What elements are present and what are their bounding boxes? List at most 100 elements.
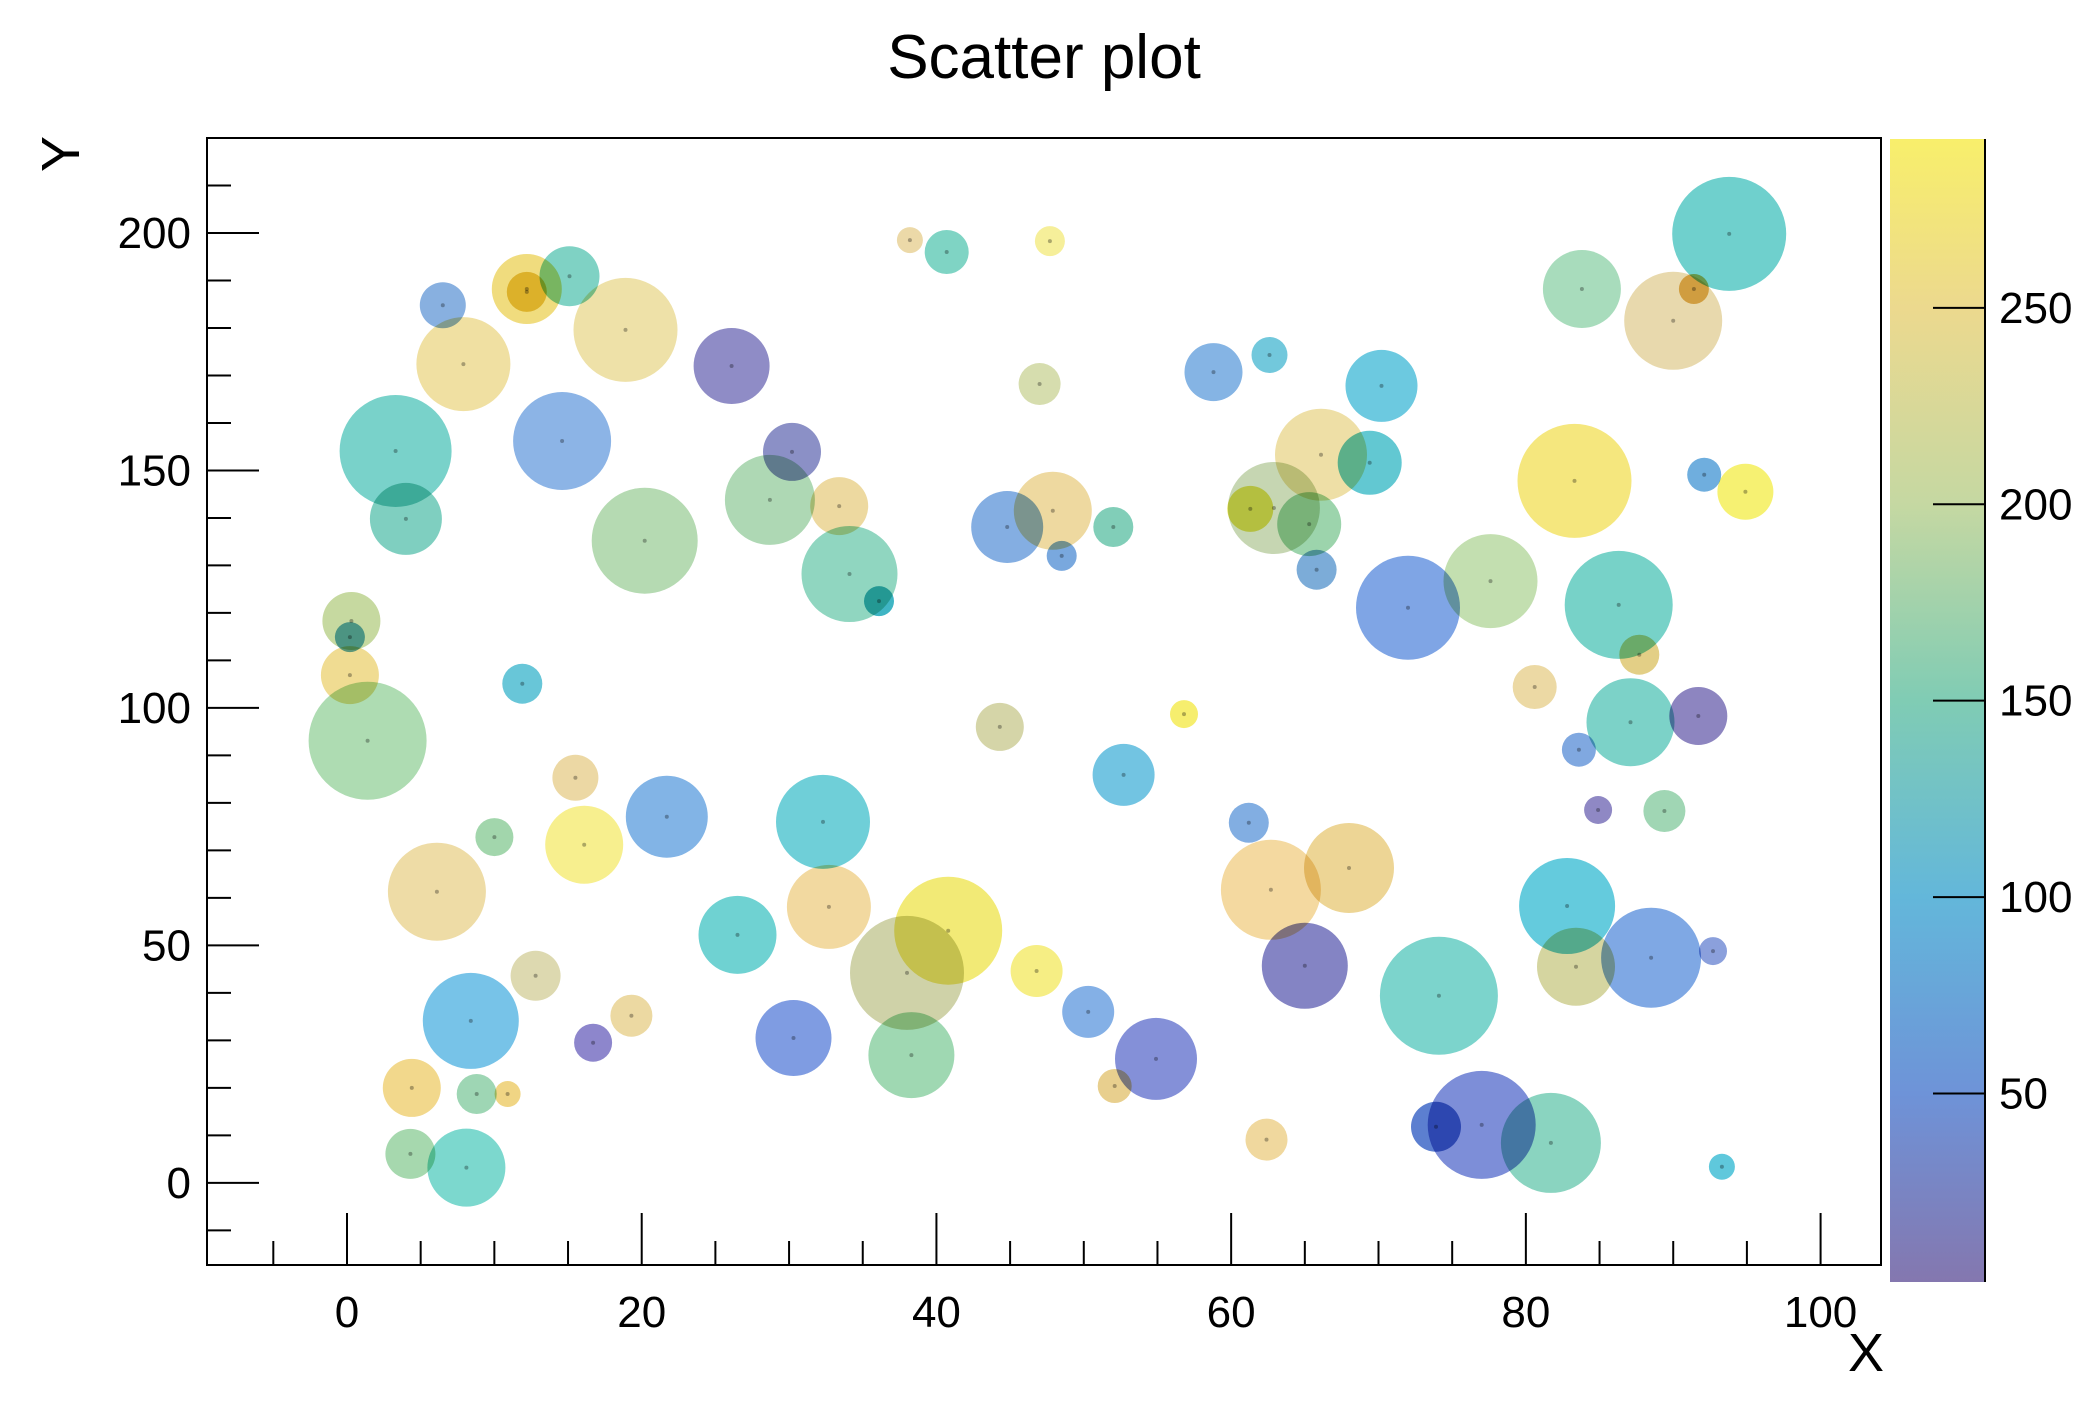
data-point-center-dot	[1727, 231, 1732, 236]
data-point	[1584, 796, 1613, 824]
data-point	[422, 972, 519, 1069]
data-point	[1672, 176, 1787, 291]
data-point	[552, 754, 599, 801]
data-point-center-dot	[393, 449, 398, 453]
data-point-center-dot	[1574, 964, 1578, 969]
data-point-center-dot	[524, 289, 529, 294]
data-point-center-dot	[1037, 382, 1042, 386]
data-point	[1379, 936, 1498, 1055]
data-point-center-dot	[735, 932, 740, 937]
data-point-center-dot	[520, 681, 525, 686]
data-point-center-dot	[1711, 949, 1715, 954]
colorbar-tick-label: 100	[1999, 873, 2072, 922]
data-point	[1115, 1017, 1197, 1100]
data-point	[755, 1000, 832, 1076]
data-point-center-dot	[1319, 452, 1323, 457]
y-axis: 0 50 100 150 200	[118, 137, 259, 1232]
data-point-center-dot	[1719, 1164, 1724, 1169]
data-point-center-dot	[821, 819, 825, 824]
data-point	[502, 663, 543, 704]
data-point	[427, 1128, 506, 1207]
colorbar-gradient	[1890, 139, 1985, 1282]
x-axis: 0 20 40 60 80 100	[272, 1213, 1857, 1337]
data-point-center-dot	[1479, 1122, 1484, 1127]
data-point-center-dot	[790, 449, 794, 454]
data-point-center-dot	[1367, 460, 1372, 465]
data-point	[1669, 687, 1728, 745]
data-point	[1542, 250, 1621, 328]
data-point	[1170, 700, 1198, 729]
data-point-center-dot	[461, 362, 466, 367]
colorbar-tick-label: 250	[1999, 284, 2072, 333]
data-point	[1500, 1092, 1601, 1193]
data-point	[1443, 534, 1538, 629]
data-point-center-dot	[1267, 353, 1272, 357]
data-point	[339, 395, 452, 507]
data-point	[573, 277, 678, 382]
data-point-center-dot	[909, 1053, 914, 1058]
data-point	[1601, 907, 1702, 1008]
data-point	[1010, 945, 1063, 997]
y-axis-title: Y	[31, 135, 91, 173]
y-tick-label: 100	[118, 684, 191, 733]
data-point-center-dot	[997, 724, 1002, 729]
data-point-center-dot	[1532, 685, 1537, 689]
data-point	[1304, 823, 1394, 913]
data-point	[1228, 802, 1269, 843]
y-tick-label: 50	[142, 921, 191, 970]
x-tick-label: 100	[1784, 1288, 1857, 1337]
data-point-center-dot	[1005, 525, 1010, 529]
data-point	[510, 950, 561, 1001]
data-point-center-dot	[582, 842, 587, 847]
data-point-center-dot	[1211, 370, 1216, 375]
data-point	[1356, 555, 1460, 660]
data-point-center-dot	[1696, 714, 1701, 718]
data-point-center-dot	[464, 1165, 469, 1170]
data-point-center-dot	[1248, 506, 1253, 511]
data-point-center-dot	[1314, 567, 1319, 572]
data-point-center-dot	[1579, 287, 1584, 291]
data-point	[1227, 485, 1274, 532]
data-point	[1699, 937, 1727, 966]
data-point	[698, 895, 777, 974]
data-point	[1046, 540, 1077, 571]
data-point	[971, 491, 1044, 563]
data-point	[1245, 1118, 1288, 1161]
data-point-center-dot	[505, 1092, 510, 1096]
data-point	[506, 271, 547, 312]
data-point-center-dot	[1548, 1140, 1553, 1145]
data-point-center-dot	[1637, 652, 1642, 657]
data-point-center-dot	[905, 970, 909, 975]
data-point	[513, 392, 612, 490]
data-point-center-dot	[1628, 720, 1633, 725]
x-tick-label: 80	[1501, 1288, 1550, 1337]
data-point	[1097, 1069, 1132, 1103]
data-point	[1093, 507, 1134, 547]
data-point-center-dot	[349, 619, 354, 623]
data-point	[419, 282, 466, 329]
data-point-center-dot	[907, 238, 912, 243]
data-point-center-dot	[403, 516, 408, 521]
data-point	[387, 842, 486, 941]
data-point-center-dot	[1743, 489, 1748, 494]
data-point-center-dot	[560, 439, 565, 443]
data-point-center-dot	[1307, 522, 1312, 527]
data-point-center-dot	[573, 775, 578, 780]
data-point	[1564, 550, 1673, 659]
data-point	[1619, 634, 1660, 675]
colorbar-tick-label: 50	[1999, 1069, 2048, 1118]
data-point-center-dot	[533, 973, 538, 978]
data-point	[308, 681, 427, 800]
data-point-center-dot	[791, 1036, 796, 1040]
data-point	[1512, 665, 1557, 709]
data-point	[382, 1058, 441, 1117]
data-point	[1561, 732, 1596, 767]
data-point	[539, 246, 600, 307]
colorbar-tick-label: 200	[1999, 480, 2072, 529]
data-point	[1018, 363, 1061, 405]
data-point	[894, 876, 1003, 985]
data-point-center-dot	[1436, 993, 1441, 998]
data-point-center-dot	[1572, 478, 1577, 483]
